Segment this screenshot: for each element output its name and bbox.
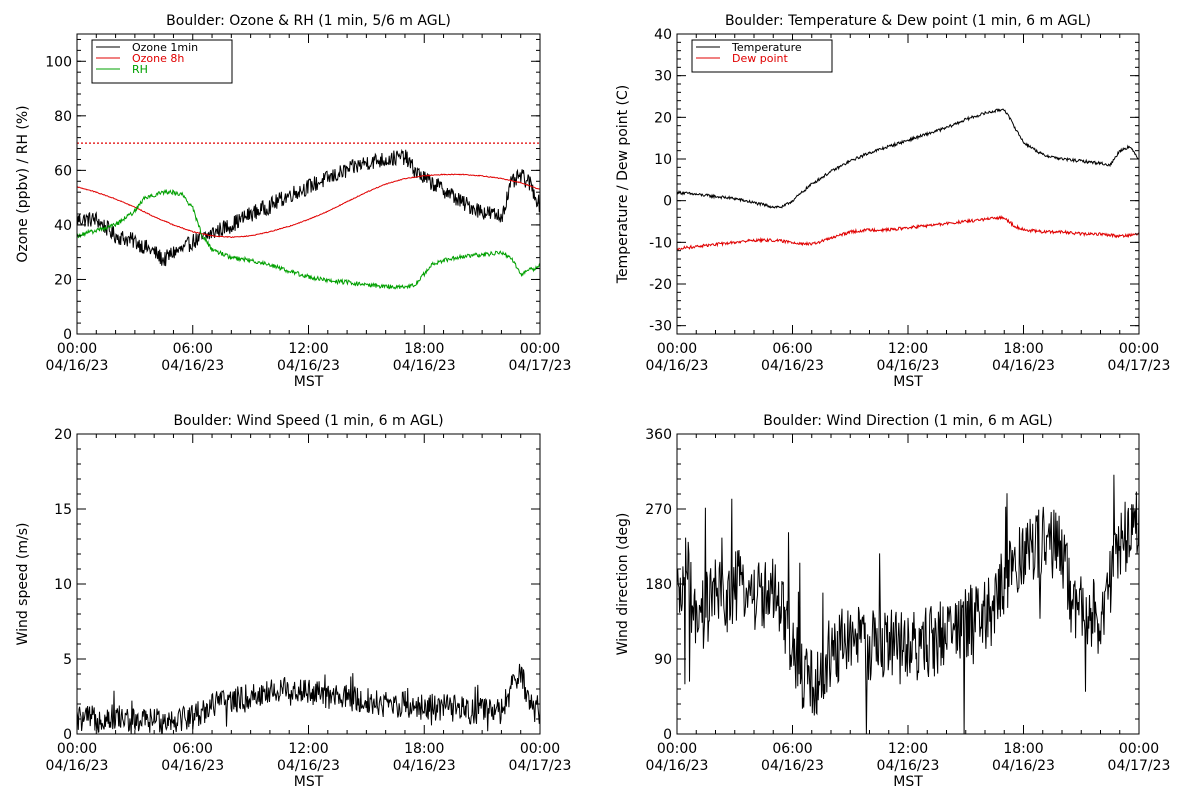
x-tick-time: 00:00	[1119, 741, 1159, 757]
y-tick-label: 60	[54, 163, 72, 179]
y-axis-label: Ozone (ppbv) / RH (%)	[15, 105, 31, 262]
y-tick-label: -10	[649, 235, 672, 251]
x-tick-time: 12:00	[288, 741, 328, 757]
y-tick-label: 20	[654, 110, 672, 126]
x-tick-time: 06:00	[173, 341, 213, 357]
chart-title: Boulder: Wind Direction (1 min, 6 m AGL)	[763, 413, 1052, 429]
x-tick-date: 04/16/23	[393, 758, 456, 774]
x-tick-time: 00:00	[657, 741, 697, 757]
ozone-8h-line	[77, 173, 540, 239]
y-tick-label: 0	[663, 194, 672, 210]
x-axis-label: MST	[294, 774, 324, 790]
legend-label: Dew point	[732, 52, 788, 65]
x-tick-time: 00:00	[657, 341, 697, 357]
temperature-line	[677, 108, 1139, 209]
x-tick-date: 04/16/23	[761, 358, 824, 374]
x-axis-label: MST	[893, 774, 923, 790]
y-tick-label: 10	[654, 152, 672, 168]
x-tick-date: 04/17/23	[1108, 358, 1171, 374]
x-tick-date: 04/16/23	[277, 358, 340, 374]
x-tick-time: 12:00	[888, 341, 928, 357]
chart-title: Boulder: Ozone & RH (1 min, 5/6 m AGL)	[166, 13, 451, 29]
x-tick-date: 04/16/23	[277, 758, 340, 774]
x-tick-date: 04/16/23	[46, 758, 109, 774]
y-tick-label: -30	[649, 319, 672, 335]
y-tick-label: 270	[645, 502, 672, 518]
x-tick-date: 04/17/23	[1108, 758, 1171, 774]
panel-ozone_rh: Boulder: Ozone & RH (1 min, 5/6 m AGL) Oz…	[15, 13, 571, 390]
y-tick-label: 0	[663, 727, 672, 743]
x-tick-time: 12:00	[888, 741, 928, 757]
rh-line	[77, 188, 540, 290]
x-tick-date: 04/16/23	[393, 358, 456, 374]
x-tick-time: 00:00	[520, 341, 560, 357]
ozone-1min-line	[77, 148, 540, 267]
x-tick-date: 04/16/23	[646, 758, 709, 774]
plot-frame	[676, 33, 1140, 335]
y-tick-label: 0	[63, 327, 72, 343]
panel-temp_dew: Boulder: Temperature & Dew point (1 min,…	[615, 13, 1170, 390]
x-tick-time: 18:00	[1003, 741, 1043, 757]
dew-point-line	[677, 214, 1139, 251]
x-tick-date: 04/16/23	[877, 758, 940, 774]
chart-title: Boulder: Wind Speed (1 min, 6 m AGL)	[173, 413, 443, 429]
x-tick-time: 06:00	[772, 741, 812, 757]
y-tick-label: 5	[63, 652, 72, 668]
panel-wind_dir: Boulder: Wind Direction (1 min, 6 m AGL)…	[615, 413, 1170, 790]
y-tick-label: 20	[54, 427, 72, 443]
y-tick-label: 10	[54, 577, 72, 593]
y-tick-label: 90	[654, 652, 672, 668]
legend-label: Ozone 1min	[132, 41, 198, 54]
x-tick-time: 00:00	[520, 741, 560, 757]
x-tick-time: 00:00	[57, 741, 97, 757]
x-tick-date: 04/16/23	[646, 358, 709, 374]
x-tick-time: 06:00	[772, 341, 812, 357]
y-axis-label: Wind speed (m/s)	[15, 523, 31, 646]
x-tick-time: 18:00	[404, 741, 444, 757]
x-tick-date: 04/16/23	[46, 358, 109, 374]
legend-label: RH	[132, 63, 148, 76]
x-tick-time: 18:00	[1003, 341, 1043, 357]
x-tick-date: 04/16/23	[992, 758, 1055, 774]
x-tick-date: 04/16/23	[877, 358, 940, 374]
x-tick-date: 04/17/23	[509, 358, 572, 374]
panel-wind_speed: Boulder: Wind Speed (1 min, 6 m AGL) Wind…	[15, 413, 571, 790]
x-tick-time: 00:00	[1119, 341, 1159, 357]
legend-label: Ozone 8h	[132, 52, 184, 65]
y-tick-label: 30	[654, 69, 672, 85]
x-tick-date: 04/17/23	[509, 758, 572, 774]
x-tick-date: 04/16/23	[761, 758, 824, 774]
x-tick-time: 12:00	[288, 341, 328, 357]
y-tick-label: 40	[654, 27, 672, 43]
y-tick-label: 180	[645, 577, 672, 593]
y-tick-label: 40	[54, 218, 72, 234]
y-axis-label: Temperature / Dew point (C)	[615, 85, 631, 284]
y-tick-label: 20	[54, 272, 72, 288]
y-tick-label: 15	[54, 502, 72, 518]
y-tick-label: -20	[649, 277, 672, 293]
x-tick-date: 04/16/23	[992, 358, 1055, 374]
x-tick-time: 06:00	[173, 741, 213, 757]
x-axis-label: MST	[893, 374, 923, 390]
chart-title: Boulder: Temperature & Dew point (1 min,…	[725, 13, 1091, 29]
series-0-line	[77, 663, 540, 734]
y-tick-label: 80	[54, 109, 72, 125]
y-tick-label: 100	[45, 54, 72, 70]
y-axis-label: Wind direction (deg)	[615, 513, 631, 656]
y-tick-label: 0	[63, 727, 72, 743]
x-tick-time: 18:00	[404, 341, 444, 357]
series-0-line	[677, 474, 1139, 734]
x-tick-date: 04/16/23	[161, 358, 224, 374]
x-axis-label: MST	[294, 374, 324, 390]
legend-box	[691, 39, 833, 73]
x-tick-date: 04/16/23	[161, 758, 224, 774]
legend-label: Temperature	[731, 41, 802, 54]
x-tick-time: 00:00	[57, 341, 97, 357]
y-tick-label: 360	[645, 427, 672, 443]
